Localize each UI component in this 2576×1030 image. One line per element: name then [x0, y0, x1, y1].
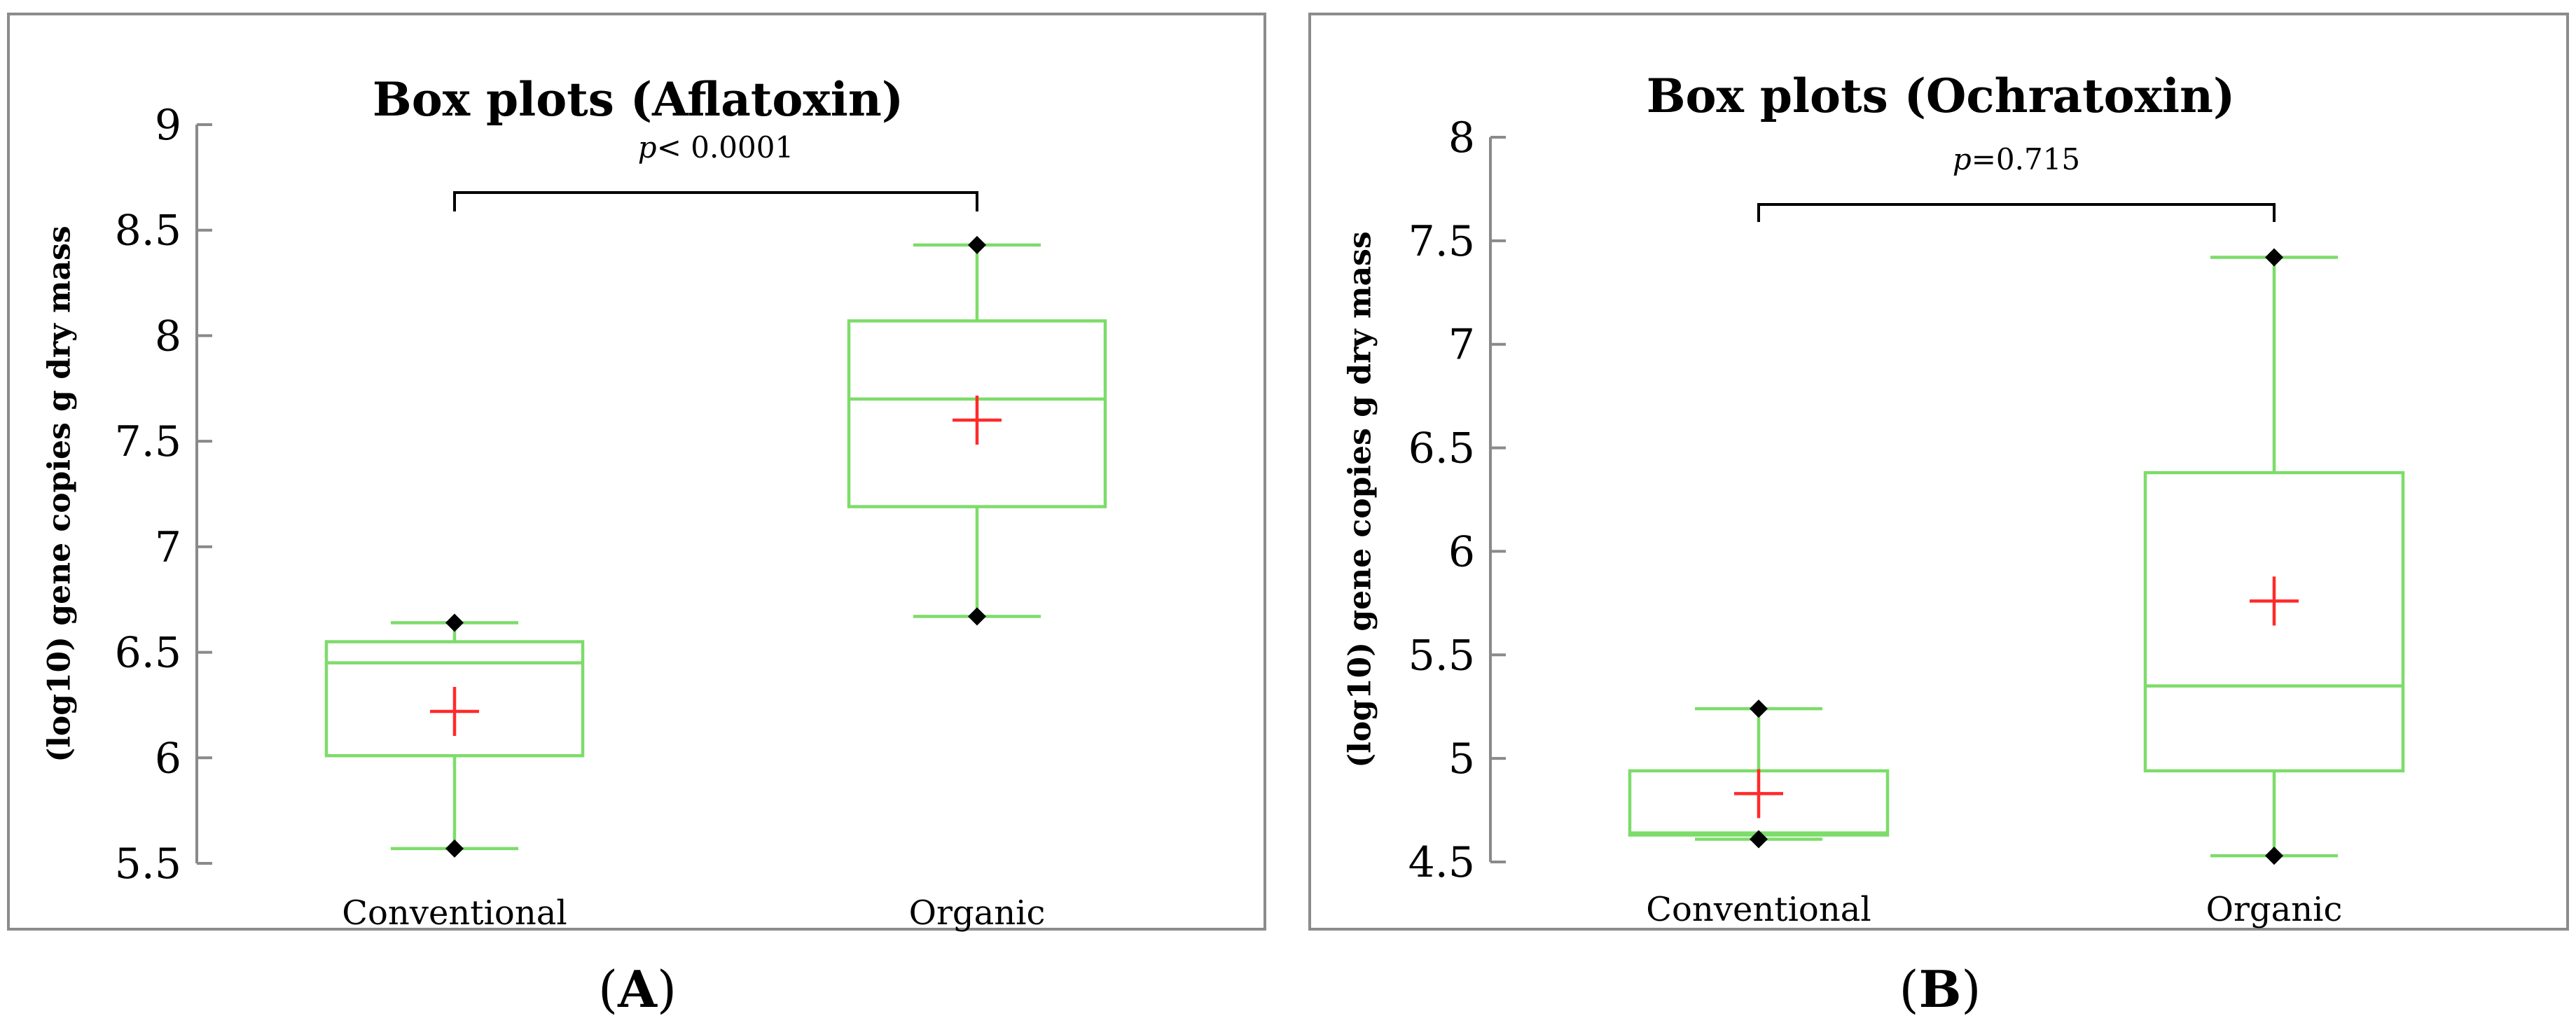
extreme-marker-min: [968, 607, 986, 626]
significance-bracket: [1757, 203, 2276, 222]
panel-b: Box plots (Ochratoxin) 4.5 5 5.5 6 6.5 7 7.5 8 (l…: [1308, 13, 2569, 1019]
panel-label: (B): [1899, 959, 1981, 1019]
box-iqr: [2143, 471, 2405, 773]
p-value-label: p=0.715: [1953, 142, 2080, 176]
y-tick-label: 7.5: [115, 417, 181, 466]
p-value-symbol: p: [1953, 142, 1972, 176]
x-tick-label: Conventional: [1646, 890, 1871, 929]
extreme-marker-max: [968, 235, 986, 254]
y-tick-label: 7: [155, 523, 181, 572]
x-tick-label: Conventional: [342, 893, 567, 933]
y-tick-label: 6.5: [1408, 424, 1475, 473]
y-tick-label: 6.5: [115, 629, 181, 678]
box-iqr: [324, 640, 585, 758]
y-tick-label: 4.5: [1408, 838, 1475, 887]
panel-label-letter: B: [1919, 959, 1962, 1019]
extreme-marker-max: [2265, 248, 2283, 267]
panel-frame: [1308, 13, 2569, 931]
panel-label-open: (: [598, 960, 618, 1019]
panel-frame: [7, 13, 1266, 931]
significance-bracket: [453, 191, 978, 211]
panel-label-close: ): [657, 960, 677, 1019]
chart-title: Box plots (Ochratoxin): [1647, 69, 2236, 123]
box-iqr: [847, 319, 1107, 508]
x-tick-label: Organic: [909, 893, 1046, 933]
y-tick-label: 5.5: [115, 840, 181, 889]
y-tick-label: 5.5: [1408, 631, 1475, 680]
x-tick-label: Organic: [2206, 890, 2343, 929]
y-axis-label: (log10) gene copies g dry mass: [42, 225, 78, 762]
panel-label-letter: A: [617, 959, 658, 1019]
panel-a: Box plots (Aflatoxin) 5.5 6 6.5 7 7.5 8 8.5 9 (lo…: [7, 13, 1266, 1019]
y-tick-label: 8: [1448, 113, 1475, 162]
y-tick-label: 6: [1448, 527, 1475, 576]
extreme-marker-max: [1750, 700, 1768, 718]
panel-label: (A): [598, 959, 677, 1019]
y-tick-label: 7: [1448, 321, 1475, 370]
y-tick-label: 7.5: [1408, 217, 1475, 266]
panel-label-close: ): [1961, 960, 1981, 1019]
y-tick-label: 8.5: [115, 207, 181, 256]
p-value-text: =0.715: [1972, 142, 2080, 176]
extreme-marker-max: [445, 613, 464, 632]
chart-title: Box plots (Aflatoxin): [373, 72, 903, 127]
y-tick-label: 8: [155, 312, 181, 361]
y-tick-label: 9: [155, 101, 181, 150]
p-value-label: p< 0.0001: [638, 130, 794, 165]
p-value-symbol: p: [638, 130, 657, 165]
extreme-marker-min: [2265, 847, 2283, 865]
y-tick-label: 6: [155, 734, 181, 783]
y-axis-label: (log10) gene copies g dry mass: [1343, 231, 1378, 767]
extreme-marker-min: [1750, 830, 1768, 849]
p-value-text: < 0.0001: [657, 130, 794, 165]
extreme-marker-min: [445, 839, 464, 858]
y-tick-label: 5: [1448, 735, 1475, 784]
panel-label-open: (: [1899, 960, 1918, 1019]
